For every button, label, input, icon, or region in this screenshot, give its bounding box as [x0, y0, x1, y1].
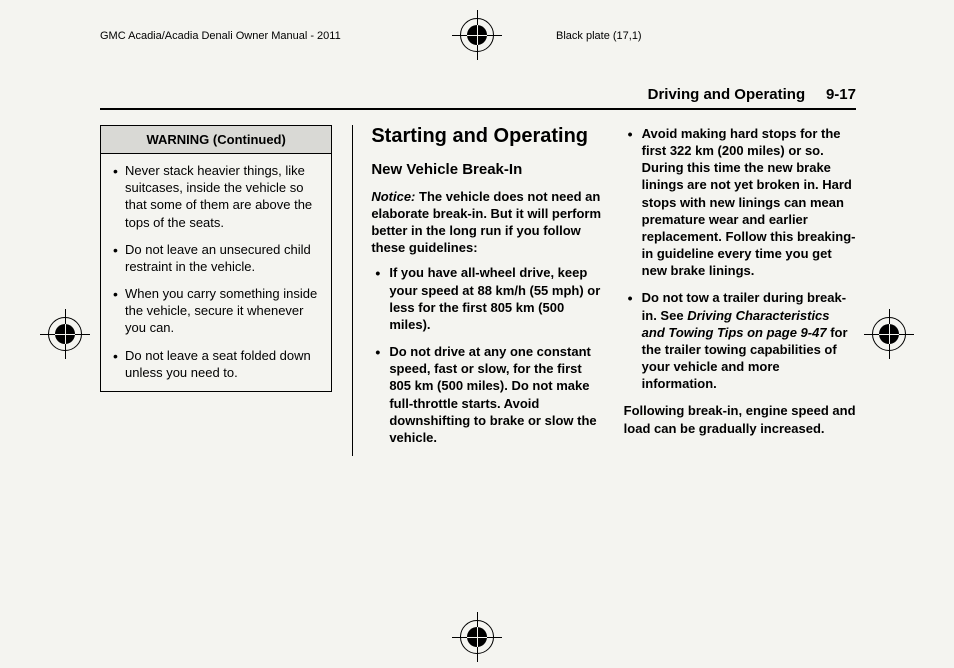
subsection-heading: New Vehicle Break-In: [371, 160, 603, 180]
header-rule: [100, 108, 856, 110]
guideline-item: If you have all-wheel drive, keep your s…: [371, 264, 603, 333]
notice-label: Notice:: [371, 189, 415, 204]
warning-item: Do not leave a seat folded down unless y…: [111, 347, 321, 381]
section-heading: Starting and Operating: [371, 125, 603, 148]
registration-mark-left: [40, 309, 90, 359]
warning-item: Never stack heavier things, like suitcas…: [111, 162, 321, 231]
registration-mark-bottom: [452, 612, 502, 662]
guideline-item: Do not tow a trailer during break-in. Se…: [624, 289, 856, 392]
page-header: Driving and Operating 9-17: [648, 86, 856, 103]
content-columns: WARNING (Continued) Never stack heavier …: [100, 125, 856, 456]
warning-item: Do not leave an unsecured child restrain…: [111, 241, 321, 275]
column-3: Avoid making hard stops for the first 32…: [624, 125, 856, 456]
section-name: Driving and Operating: [648, 86, 806, 103]
plate-info: Black plate (17,1): [556, 30, 642, 42]
registration-mark-top: [452, 10, 502, 60]
warning-heading: WARNING (Continued): [101, 126, 331, 154]
warning-body: Never stack heavier things, like suitcas…: [101, 154, 331, 391]
registration-mark-right: [864, 309, 914, 359]
column-1: WARNING (Continued) Never stack heavier …: [100, 125, 332, 456]
guideline-item: Do not drive at any one constant speed, …: [371, 343, 603, 446]
guideline-item: Avoid making hard stops for the first 32…: [624, 125, 856, 279]
notice-paragraph: Notice: The vehicle does not need an ela…: [371, 188, 603, 257]
doc-title: GMC Acadia/Acadia Denali Owner Manual - …: [100, 30, 341, 42]
page-number: 9-17: [826, 86, 856, 103]
guideline-list-cont: Avoid making hard stops for the first 32…: [624, 125, 856, 392]
closing-paragraph: Following break-in, engine speed and loa…: [624, 402, 856, 436]
warning-box: WARNING (Continued) Never stack heavier …: [100, 125, 332, 392]
warning-item: When you carry something inside the vehi…: [111, 285, 321, 336]
column-2: Starting and Operating New Vehicle Break…: [352, 125, 603, 456]
guideline-list: If you have all-wheel drive, keep your s…: [371, 264, 603, 446]
